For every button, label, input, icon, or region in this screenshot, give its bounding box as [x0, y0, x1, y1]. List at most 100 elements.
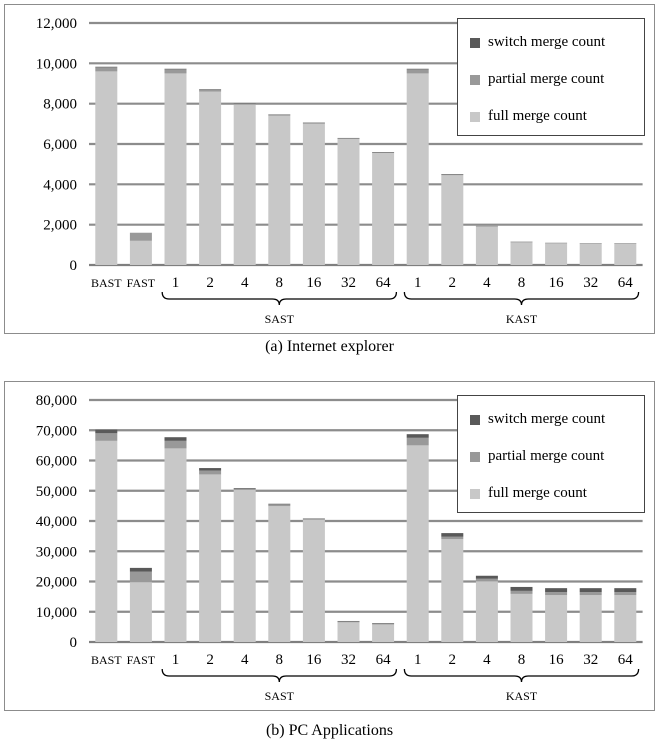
bar-segment [475, 581, 498, 642]
group-label: KAST [506, 689, 538, 703]
bar-segment [95, 440, 118, 642]
bar-segment [337, 138, 360, 265]
bar-segment [337, 621, 360, 623]
bar-segment [95, 67, 118, 72]
x-tick-label: 1 [172, 275, 180, 291]
x-tick-label: 2 [206, 275, 214, 291]
bar-segment [614, 588, 637, 593]
x-tick-label: 32 [583, 652, 598, 668]
bar-segment [510, 593, 533, 642]
y-tick-label: 6,000 [43, 137, 77, 153]
x-tick-label: 32 [341, 652, 356, 668]
bar-segment [129, 582, 152, 642]
caption-internet-explorer: (a) Internet explorer [265, 338, 394, 355]
x-tick-label: 4 [483, 275, 491, 291]
bar-segment [441, 175, 464, 265]
legend-swatch-switch [470, 414, 480, 425]
x-tick-label: 1 [172, 652, 180, 668]
y-tick-label: 80,000 [36, 393, 77, 409]
bar-segment [233, 488, 256, 490]
bar-segment [510, 242, 533, 265]
legend-label-full: full merge count [488, 485, 587, 501]
bar-segment [372, 153, 395, 265]
bar-segment [129, 240, 152, 265]
bar-segment [545, 595, 568, 642]
bar-segment [164, 437, 187, 441]
y-tick-label: 0 [70, 258, 78, 274]
bar-segment [475, 226, 498, 227]
group-brace [403, 668, 640, 683]
bar-segment [268, 115, 291, 266]
bar-segment [337, 622, 360, 642]
x-tick-label: 16 [306, 275, 322, 291]
bar-segment [164, 68, 187, 70]
x-tick-label: 32 [341, 275, 356, 291]
bar-segment [510, 590, 533, 594]
bar-segment [337, 138, 360, 139]
chart-panel-internet-explorer: 0 2,000 4,000 6,000 8,000 10,000 12,000 BAST FAS… [4, 4, 655, 334]
bar-segment [268, 503, 291, 505]
x-tick-label: 16 [549, 275, 565, 291]
bar-segment [475, 575, 498, 579]
bar-segment [233, 488, 256, 489]
legend-item-switch: switch merge count [470, 34, 605, 51]
bar-segment [475, 226, 498, 265]
bar-segment [579, 595, 602, 642]
group-label: SAST [265, 312, 295, 326]
bar-segment [614, 243, 637, 265]
x-tick-label: 2 [449, 275, 457, 291]
legend-internet-explorer: switch merge count partial merge count f… [457, 18, 645, 136]
bar-segment [302, 518, 325, 520]
bar-segment [475, 578, 498, 582]
group-brace [403, 291, 640, 306]
bar-segment [545, 592, 568, 596]
y-tick-label: 10,000 [36, 605, 77, 621]
y-tick-label: 20,000 [36, 575, 77, 591]
bar-segment [372, 624, 395, 642]
bar-segment [164, 448, 187, 642]
bar-segment [579, 243, 602, 265]
bar-segment [199, 470, 222, 475]
bar-segment [441, 539, 464, 642]
bar-segment [510, 586, 533, 591]
x-tick-label: 64 [618, 652, 634, 668]
bar-segment [406, 73, 429, 266]
y-tick-label: 0 [70, 635, 78, 651]
bar-segment [372, 152, 395, 154]
bar-segment [233, 489, 256, 642]
bar-segment [199, 468, 222, 471]
group-label: KAST [506, 312, 538, 326]
legend-swatch-partial [470, 74, 480, 85]
x-tick-label: 8 [518, 275, 526, 291]
x-tick-label: 8 [518, 652, 526, 668]
bar-segment [164, 440, 187, 449]
chart-pc-applications: 0 10,000 20,000 30,000 40,000 50,000 60,000 70,… [36, 393, 643, 703]
bar-segment [510, 241, 533, 243]
y-tick-label: 30,000 [36, 544, 77, 560]
legend-item-partial: partial merge count [470, 448, 604, 465]
x-tick-label: 16 [306, 652, 322, 668]
bar-segment [579, 592, 602, 596]
x-tick-label: BAST [91, 276, 122, 290]
legend-swatch-full [470, 111, 480, 122]
bar-segment [164, 73, 187, 266]
x-tick-label: 8 [276, 275, 284, 291]
bar-segment [268, 114, 291, 116]
x-tick-label: 2 [449, 652, 457, 668]
bar-segment [268, 504, 291, 507]
x-tick-label: 2 [206, 652, 214, 668]
bar-segment [545, 588, 568, 593]
bar-segment [95, 71, 118, 266]
bar-segment [199, 91, 222, 265]
x-tick-label: 64 [618, 275, 634, 291]
y-tick-label: 2,000 [43, 218, 77, 234]
x-tick-label: 16 [549, 652, 565, 668]
legend-label-partial: partial merge count [488, 71, 605, 87]
legend-swatch-partial [470, 451, 480, 462]
bar-segment [406, 445, 429, 642]
bar-segment [406, 437, 429, 446]
bar-segment [129, 571, 152, 583]
y-tick-label: 8,000 [43, 97, 77, 113]
bar-segment [95, 429, 118, 434]
legend-label-switch: switch merge count [488, 34, 606, 50]
